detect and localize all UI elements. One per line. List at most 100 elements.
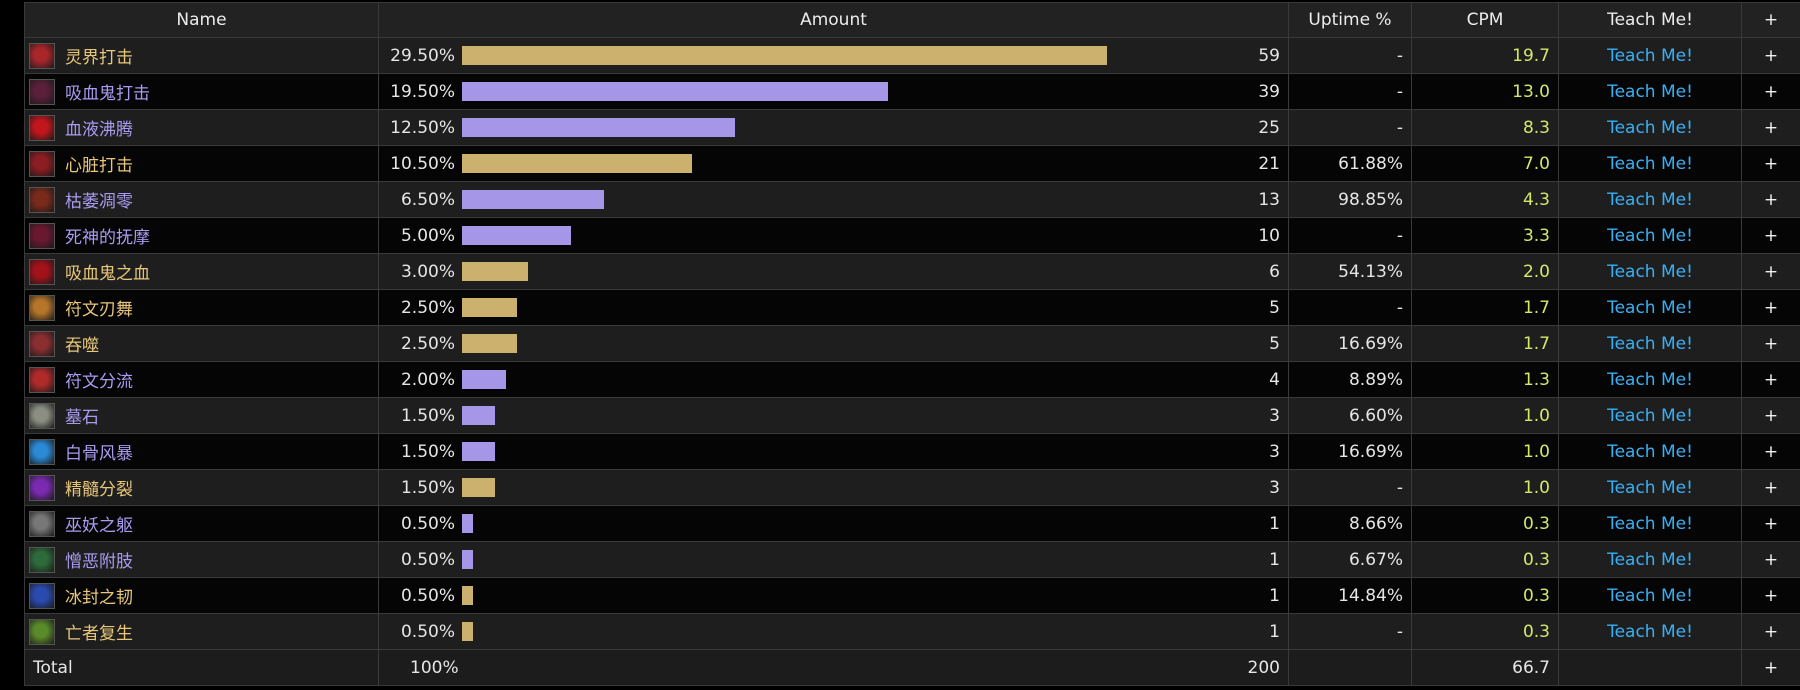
ability-name-link[interactable]: 血液沸腾 — [65, 120, 133, 140]
teach-me-link[interactable]: Teach Me! — [1558, 73, 1742, 110]
ability-name-link[interactable]: 枯萎凋零 — [65, 192, 133, 212]
expand-row-button[interactable]: + — [1741, 289, 1800, 326]
table-row[interactable]: 血液沸腾 12.50% 25-8.3 Teach Me! + — [24, 109, 1800, 146]
table-row[interactable]: 枯萎凋零 6.50% 13 98.85% 4.3 Teach Me! + — [24, 181, 1800, 218]
teach-me-link[interactable]: Teach Me! — [1558, 109, 1742, 146]
ability-name-cell: 符文刃舞 — [24, 289, 379, 326]
expand-row-button[interactable]: + — [1741, 253, 1800, 290]
expand-row-button[interactable]: + — [1741, 145, 1800, 182]
ability-amount-cell: 2.00% 4 — [378, 361, 1289, 398]
expand-row-button[interactable]: + — [1741, 73, 1800, 110]
header-teach[interactable]: Teach Me! — [1558, 2, 1742, 38]
ability-name-link[interactable]: 亡者复生 — [65, 624, 133, 644]
table-row[interactable]: 白骨风暴 1.50% 3 16.69% 1.0 Teach Me! + — [24, 433, 1800, 470]
header-uptime[interactable]: Uptime % — [1288, 2, 1412, 38]
amount-bar-track — [462, 46, 1207, 65]
ability-count: 1 — [1269, 585, 1280, 606]
expand-row-button[interactable]: + — [1741, 469, 1800, 506]
table-row[interactable]: 灵界打击 29.50% 59-19.7 Teach Me! + — [24, 37, 1800, 74]
ability-pct: 0.50% — [400, 549, 455, 570]
teach-me-link[interactable]: Teach Me! — [1558, 361, 1742, 398]
amount-bar-track — [462, 118, 1207, 137]
table-row[interactable]: 吞噬 2.50% 5 16.69% 1.7 Teach Me! + — [24, 325, 1800, 362]
ability-name-cell: 灵界打击 — [24, 37, 379, 74]
expand-row-button[interactable]: + — [1741, 577, 1800, 614]
ability-name-link[interactable]: 死神的抚摩 — [65, 228, 150, 248]
teach-me-link[interactable]: Teach Me! — [1558, 145, 1742, 182]
expand-row-button[interactable]: + — [1741, 325, 1800, 362]
ability-amount-cell: 1.50% 3 — [378, 397, 1289, 434]
expand-row-button[interactable]: + — [1741, 613, 1800, 650]
header-cpm[interactable]: CPM — [1411, 2, 1559, 38]
expand-row-button[interactable]: + — [1741, 109, 1800, 146]
ability-name-link[interactable]: 吸血鬼打击 — [65, 84, 150, 104]
ability-uptime: - — [1288, 109, 1412, 146]
expand-row-button[interactable]: + — [1741, 181, 1800, 218]
teach-me-link[interactable]: Teach Me! — [1558, 577, 1742, 614]
teach-me-link[interactable]: Teach Me! — [1558, 253, 1742, 290]
table-row[interactable]: 符文分流 2.00% 4 8.89% 1.3 Teach Me! + — [24, 361, 1800, 398]
ability-name-link[interactable]: 冰封之韧 — [65, 588, 133, 608]
ability-uptime: - — [1288, 217, 1412, 254]
teach-me-link[interactable]: Teach Me! — [1558, 433, 1742, 470]
expand-row-button[interactable]: + — [1741, 397, 1800, 434]
ability-name-link[interactable]: 憎恶附肢 — [65, 552, 133, 572]
ability-name-link[interactable]: 精髓分裂 — [65, 480, 133, 500]
amount-bar — [462, 514, 473, 533]
expand-row-button[interactable]: + — [1741, 37, 1800, 74]
ability-cpm: 0.3 — [1411, 505, 1559, 542]
teach-me-link[interactable]: Teach Me! — [1558, 289, 1742, 326]
total-expand-button[interactable]: + — [1741, 649, 1800, 686]
expand-row-button[interactable]: + — [1741, 433, 1800, 470]
ability-name-link[interactable]: 吞噬 — [65, 336, 99, 356]
ability-cpm: 1.0 — [1411, 397, 1559, 434]
amount-bar-track — [462, 550, 1207, 569]
expand-row-button[interactable]: + — [1741, 505, 1800, 542]
teach-me-link[interactable]: Teach Me! — [1558, 37, 1742, 74]
ability-name-link[interactable]: 墓石 — [65, 408, 99, 428]
amount-bar — [462, 154, 692, 173]
ability-name-link[interactable]: 吸血鬼之血 — [65, 264, 150, 284]
ability-name-link[interactable]: 符文分流 — [65, 372, 133, 392]
amount-bar — [462, 82, 888, 101]
header-name[interactable]: Name — [24, 2, 379, 38]
ability-cpm: 1.0 — [1411, 433, 1559, 470]
ability-cpm: 13.0 — [1411, 73, 1559, 110]
amount-bar-track — [462, 514, 1207, 533]
teach-me-link[interactable]: Teach Me! — [1558, 469, 1742, 506]
table-row[interactable]: 心脏打击 10.50% 21 61.88% 7.0 Teach Me! + — [24, 145, 1800, 182]
table-row[interactable]: 亡者复生 0.50% 1-0.3 Teach Me! + — [24, 613, 1800, 650]
teach-me-link[interactable]: Teach Me! — [1558, 613, 1742, 650]
table-row[interactable]: 吸血鬼打击 19.50% 39-13.0 Teach Me! + — [24, 73, 1800, 110]
teach-me-link[interactable]: Teach Me! — [1558, 181, 1742, 218]
teach-me-link[interactable]: Teach Me! — [1558, 325, 1742, 362]
expand-row-button[interactable]: + — [1741, 541, 1800, 578]
ability-cpm: 7.0 — [1411, 145, 1559, 182]
ability-name-link[interactable]: 灵界打击 — [65, 48, 133, 68]
table-row[interactable]: 墓石 1.50% 3 6.60% 1.0 Teach Me! + — [24, 397, 1800, 434]
ability-name-link[interactable]: 心脏打击 — [65, 156, 133, 176]
table-row[interactable]: 巫妖之躯 0.50% 1 8.66% 0.3 Teach Me! + — [24, 505, 1800, 542]
ability-name-link[interactable]: 巫妖之躯 — [65, 516, 133, 536]
table-row[interactable]: 符文刃舞 2.50% 5-1.7 Teach Me! + — [24, 289, 1800, 326]
expand-row-button[interactable]: + — [1741, 217, 1800, 254]
table-header-row: Name Amount Uptime % CPM Teach Me! + — [24, 2, 1800, 38]
ability-pct: 2.50% — [400, 297, 455, 318]
ability-name-link[interactable]: 白骨风暴 — [65, 444, 133, 464]
header-expand-all[interactable]: + — [1741, 2, 1800, 38]
expand-row-button[interactable]: + — [1741, 361, 1800, 398]
table-row[interactable]: 冰封之韧 0.50% 1 14.84% 0.3 Teach Me! + — [24, 577, 1800, 614]
ability-uptime: 6.60% — [1288, 397, 1412, 434]
teach-me-link[interactable]: Teach Me! — [1558, 505, 1742, 542]
teach-me-link[interactable]: Teach Me! — [1558, 217, 1742, 254]
table-row[interactable]: 吸血鬼之血 3.00% 6 54.13% 2.0 Teach Me! + — [24, 253, 1800, 290]
table-row[interactable]: 憎恶附肢 0.50% 1 6.67% 0.3 Teach Me! + — [24, 541, 1800, 578]
header-amount[interactable]: Amount — [378, 2, 1289, 38]
teach-me-link[interactable]: Teach Me! — [1558, 541, 1742, 578]
ability-cpm: 4.3 — [1411, 181, 1559, 218]
teach-me-link[interactable]: Teach Me! — [1558, 397, 1742, 434]
amount-bar-track — [462, 334, 1207, 353]
table-row[interactable]: 死神的抚摩 5.00% 10-3.3 Teach Me! + — [24, 217, 1800, 254]
ability-name-link[interactable]: 符文刃舞 — [65, 300, 133, 320]
table-row[interactable]: 精髓分裂 1.50% 3-1.0 Teach Me! + — [24, 469, 1800, 506]
